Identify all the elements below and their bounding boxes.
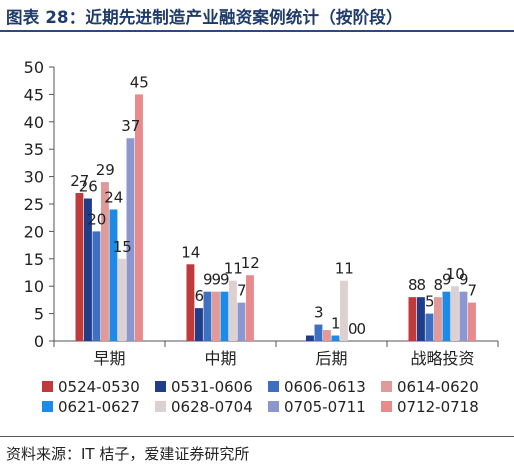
legend-label: 0614-0620 xyxy=(397,378,479,396)
data-label: 9 xyxy=(442,271,452,289)
bar xyxy=(229,280,237,341)
y-tick-label: 25 xyxy=(24,195,44,214)
data-label: 9 xyxy=(203,271,213,289)
bar xyxy=(408,297,417,341)
data-label: 9 xyxy=(220,271,230,289)
legend-label: 0621-0627 xyxy=(58,398,140,416)
data-label: 11 xyxy=(335,260,354,278)
data-label: 27 xyxy=(70,172,89,190)
y-tick-label: 50 xyxy=(24,58,44,77)
bar xyxy=(135,94,143,342)
data-label: 9 xyxy=(211,271,221,289)
bar xyxy=(109,209,118,341)
data-label: 24 xyxy=(104,188,123,206)
legend-swatch xyxy=(381,381,392,392)
chart-title: 图表 28：近期先进制造产业融资案例统计（按阶段） xyxy=(6,8,403,27)
bar xyxy=(451,286,459,341)
data-labels: 2726202924153745146999117123111008858910… xyxy=(70,73,477,338)
data-label: 3 xyxy=(314,304,324,322)
legend-label: 0531-0606 xyxy=(171,378,253,396)
data-label: 0 xyxy=(356,320,366,338)
legend-swatch xyxy=(268,401,279,412)
legend-swatch xyxy=(268,381,279,392)
data-label: 8 xyxy=(433,276,443,294)
bar xyxy=(195,308,203,341)
data-label: 10 xyxy=(446,265,465,283)
data-label: 9 xyxy=(459,271,469,289)
data-label: 29 xyxy=(96,161,115,179)
bar xyxy=(425,313,434,341)
title-divider xyxy=(0,30,514,32)
y-tick-label: 40 xyxy=(24,113,44,132)
legend-swatch xyxy=(155,381,166,392)
legend-label: 0712-0718 xyxy=(397,398,479,416)
bars xyxy=(75,94,476,342)
bar xyxy=(442,291,451,341)
x-tick-label: 后期 xyxy=(315,349,347,368)
y-axis: 0 5 10 15 20 25 30 35 40 45 50 xyxy=(24,58,55,351)
y-tick-label: 15 xyxy=(24,250,44,269)
data-label: 15 xyxy=(113,238,132,256)
bar xyxy=(306,335,314,341)
y-tick-label: 5 xyxy=(34,305,44,324)
bar xyxy=(220,291,229,341)
data-label: 14 xyxy=(181,243,200,261)
bar xyxy=(417,297,425,341)
legend: 0524-0530 0531-0606 0606-0613 0614-0620 0621… xyxy=(42,378,479,416)
legend-label: 0705-0711 xyxy=(284,398,366,416)
x-tick-label: 战略投资 xyxy=(410,349,474,368)
bar xyxy=(101,182,109,341)
bar xyxy=(126,138,135,341)
x-tick-label: 中期 xyxy=(204,349,236,368)
legend-label: 0524-0530 xyxy=(58,378,140,396)
legend-swatch xyxy=(155,401,166,412)
data-label: 5 xyxy=(425,293,435,311)
footer-divider xyxy=(0,436,514,437)
bar xyxy=(92,231,101,341)
data-label: 7 xyxy=(237,282,247,300)
bar xyxy=(75,193,84,341)
bar xyxy=(212,291,220,341)
legend-swatch xyxy=(42,401,53,412)
bar xyxy=(434,297,442,341)
bar xyxy=(118,258,126,341)
data-label: 8 xyxy=(408,276,418,294)
data-label: 37 xyxy=(121,117,140,135)
y-tick-label: 45 xyxy=(24,85,44,104)
bar xyxy=(340,280,348,341)
legend-label: 0606-0613 xyxy=(284,378,366,396)
x-axis: 早期 中期 后期 战略投资 xyxy=(53,340,499,368)
bar xyxy=(323,330,331,341)
bar xyxy=(203,291,212,341)
data-label: 20 xyxy=(87,210,106,228)
legend-swatch xyxy=(381,401,392,412)
source-note: 资料来源：IT 桔子，爱建证券研究所 xyxy=(6,445,250,463)
y-tick-label: 0 xyxy=(34,332,44,351)
y-tick-label: 20 xyxy=(24,222,44,241)
bar xyxy=(246,275,254,341)
bar xyxy=(314,324,323,341)
legend-swatch xyxy=(42,381,53,392)
legend-label: 0628-0704 xyxy=(171,398,253,416)
data-label: 45 xyxy=(130,73,149,91)
data-label: 6 xyxy=(194,287,204,305)
data-label: 1 xyxy=(331,315,341,333)
y-tick-label: 30 xyxy=(24,168,44,187)
bar xyxy=(237,302,246,341)
data-label: 8 xyxy=(416,276,426,294)
data-label: 26 xyxy=(79,178,98,196)
y-tick-label: 35 xyxy=(24,140,44,159)
y-tick-label: 10 xyxy=(24,277,44,296)
bar xyxy=(186,264,195,341)
data-label: 12 xyxy=(241,254,260,272)
bar xyxy=(84,198,92,341)
bar xyxy=(459,291,468,341)
x-tick-label: 早期 xyxy=(93,349,125,368)
data-label: 0 xyxy=(348,320,358,338)
bar xyxy=(331,335,340,341)
data-label: 7 xyxy=(467,282,477,300)
data-label: 11 xyxy=(224,260,243,278)
bar xyxy=(468,302,476,341)
